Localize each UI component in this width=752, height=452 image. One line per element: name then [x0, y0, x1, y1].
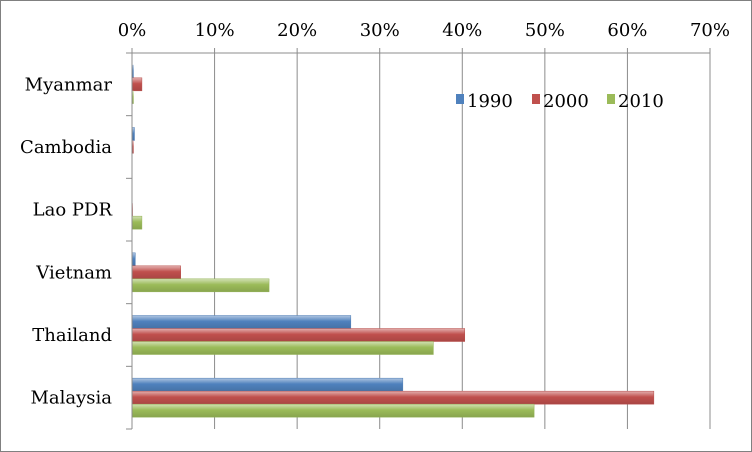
- legend: 1990 2000 2010: [456, 91, 664, 112]
- bar-vietnam-2010: [131, 278, 270, 293]
- category-label: Malaysia: [30, 388, 112, 409]
- x-tick-label: 60%: [607, 20, 647, 41]
- legend-label: 2010: [618, 91, 664, 112]
- x-tick-label: 30%: [360, 20, 400, 41]
- bar-thailand-2010: [131, 341, 434, 355]
- legend-label: 1990: [467, 91, 513, 112]
- category-label: Thailand: [32, 325, 112, 346]
- category-labels: Myanmar Cambodia Lao PDR Vietnam Thailand Mal…: [20, 74, 112, 408]
- bar-thailand-1990: [131, 315, 352, 329]
- gridlines: [214, 53, 711, 429]
- bar-myanmar-1990: [132, 64, 134, 78]
- bar-cambodia-2000: [132, 140, 134, 154]
- x-tick-label: 50%: [525, 20, 565, 41]
- category-label: Lao PDR: [33, 200, 113, 221]
- legend-item-1990: 1990: [456, 91, 513, 112]
- bar-lao-pdr-2010: [131, 215, 143, 230]
- bars: [131, 64, 655, 418]
- bar-myanmar-2010: [132, 90, 134, 104]
- legend-item-2010: 2010: [607, 91, 664, 112]
- x-tick-labels: 0% 10% 20% 30% 40% 50% 60% 70%: [118, 20, 730, 41]
- bar-thailand-2000: [131, 328, 466, 342]
- bar-malaysia-2000: [131, 390, 655, 405]
- x-tick-label: 70%: [690, 20, 730, 41]
- category-label: Myanmar: [25, 74, 113, 95]
- legend-swatch: [607, 94, 615, 104]
- x-tick-label: 0%: [118, 20, 147, 41]
- category-label: Cambodia: [20, 137, 112, 158]
- bar-vietnam-2000: [131, 265, 181, 280]
- legend-swatch: [532, 94, 540, 104]
- bar-myanmar-2000: [131, 77, 143, 92]
- bar-malaysia-1990: [131, 377, 404, 392]
- category-label: Vietnam: [35, 262, 112, 283]
- x-tick-label: 10%: [195, 20, 235, 41]
- legend-swatch: [456, 94, 464, 104]
- legend-label: 2000: [543, 91, 589, 112]
- axes: [126, 48, 711, 430]
- bar-malaysia-2010: [131, 403, 535, 418]
- x-tick-label: 20%: [277, 20, 317, 41]
- legend-item-2000: 2000: [532, 91, 589, 112]
- x-tick-label: 40%: [442, 20, 482, 41]
